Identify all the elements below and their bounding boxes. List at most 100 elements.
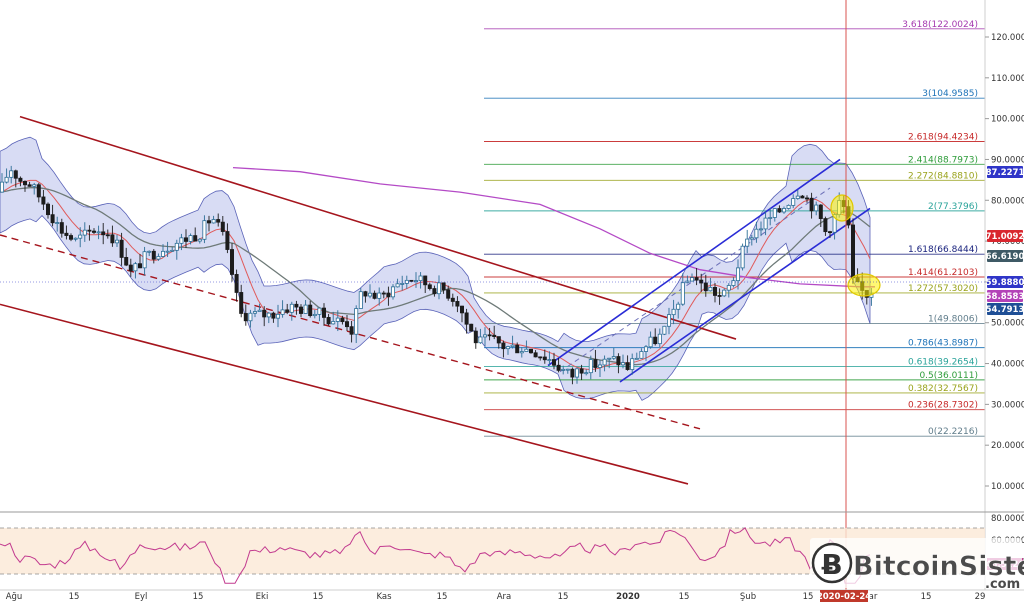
candle-body [229, 249, 234, 275]
candle-body [0, 181, 4, 193]
candle-body [547, 359, 552, 361]
time-tick-label: Ara [497, 592, 512, 602]
candle-body [147, 250, 152, 253]
fib-label: 2(77.3796) [928, 202, 978, 212]
time-tick-label: Şub [740, 592, 756, 602]
fib-label: 1.618(66.8444) [908, 245, 978, 255]
candle-body [607, 357, 612, 360]
candle-body [303, 304, 308, 314]
time-tick-label: ar [869, 592, 878, 602]
time-tick-label: 15 [679, 592, 690, 602]
fib-label: 1.414(61.2103) [908, 268, 978, 278]
candle-body [36, 184, 41, 198]
candle-body [101, 231, 106, 236]
price-tick-label: 120.0000 [991, 33, 1024, 43]
price-tick-label: 80.0000 [991, 196, 1024, 206]
blue-channel-upper [547, 158, 841, 367]
candle-body [575, 368, 580, 378]
watermark-domain: .com [985, 577, 1020, 592]
candle-body [524, 348, 529, 352]
time-tick-label: 15 [193, 592, 204, 602]
candle-body [344, 321, 349, 328]
candle-body [266, 312, 271, 318]
candle-body [22, 180, 27, 186]
fib-label: 0.5(36.0111) [919, 371, 978, 381]
candle-body [400, 282, 405, 285]
candle-body [791, 198, 796, 206]
candle-body [740, 245, 745, 269]
price-label-text: 66.6190 [986, 252, 1024, 262]
candle-body [13, 170, 18, 179]
candle-body [413, 280, 418, 283]
price-label-box [987, 250, 1023, 262]
candle-body [703, 282, 708, 292]
candle-body [552, 359, 557, 366]
price-tick-label: 100.0000 [991, 115, 1024, 125]
candle-body [216, 219, 221, 223]
candle-body [308, 304, 313, 317]
candle-body [317, 307, 322, 315]
candle-body [32, 184, 37, 187]
candle-body [358, 291, 363, 309]
time-tick-label: Eki [256, 592, 269, 602]
candle-body [96, 231, 101, 234]
candle-body [160, 250, 165, 257]
candle-body [46, 203, 51, 216]
candle-body [55, 222, 60, 224]
fib-label: 0.382(32.7567) [908, 384, 978, 394]
candle-body [418, 275, 423, 282]
candle-body [372, 292, 377, 299]
candle-body [763, 217, 768, 230]
time-tick-label: 15 [437, 592, 448, 602]
candle-body [78, 234, 83, 239]
price-tick-label: 40.0000 [991, 360, 1024, 370]
candle-body [170, 249, 175, 252]
candle-body [18, 177, 23, 182]
price-label-box [987, 303, 1023, 315]
candle-body [805, 197, 810, 200]
time-axis[interactable]: Ağu 15 Eyl 15 Eki 15 Kas 15 Ara 15 2020 15 Şub 15 ar 15… [0, 589, 1024, 602]
candle-body [639, 351, 644, 359]
price-axis-labels: 87.2271 71.0092 66.6190 59.8880 58.8583 54.79… [986, 166, 1024, 315]
candle-body [759, 228, 764, 231]
candle-body [409, 279, 414, 282]
highlight-circle-bottom [847, 273, 881, 297]
candle-body [446, 289, 451, 299]
time-tick-label: Eyl [135, 592, 148, 602]
candle-body [690, 277, 695, 282]
fib-label: 3(104.9585) [922, 89, 978, 99]
candle-body [64, 232, 69, 236]
candle-body [367, 292, 372, 297]
candle-body [487, 334, 492, 337]
candle-body [478, 336, 483, 344]
price-tick-label: 110.0000 [991, 74, 1024, 84]
fib-label: 3.618(122.0024) [902, 20, 978, 30]
candle-body [745, 238, 750, 247]
candle-body [188, 235, 193, 242]
candle-body [699, 279, 704, 284]
candle-body [248, 312, 253, 322]
candle-body [579, 368, 584, 374]
price-axis[interactable]: 120.0000 110.0000 100.0000 90.0000 80.0000 70… [0, 0, 1024, 590]
candle-body [183, 237, 188, 242]
candle-body [602, 358, 607, 366]
candle-body [354, 308, 359, 335]
price-label-box [987, 166, 1023, 178]
candle-body [340, 317, 345, 323]
candle-body [41, 196, 46, 205]
candle-body [680, 282, 685, 305]
candle-body [538, 356, 543, 359]
candle-body [469, 323, 474, 332]
candle-body [754, 228, 759, 239]
candle-body [395, 283, 400, 288]
candle-body [786, 204, 791, 209]
fib-label: 0.236(28.7302) [908, 401, 978, 411]
candle-body [529, 348, 534, 354]
price-label-text: 58.8583 [986, 292, 1024, 302]
candle-body [464, 312, 469, 325]
candle-body [556, 364, 561, 371]
candle-body [533, 352, 538, 358]
